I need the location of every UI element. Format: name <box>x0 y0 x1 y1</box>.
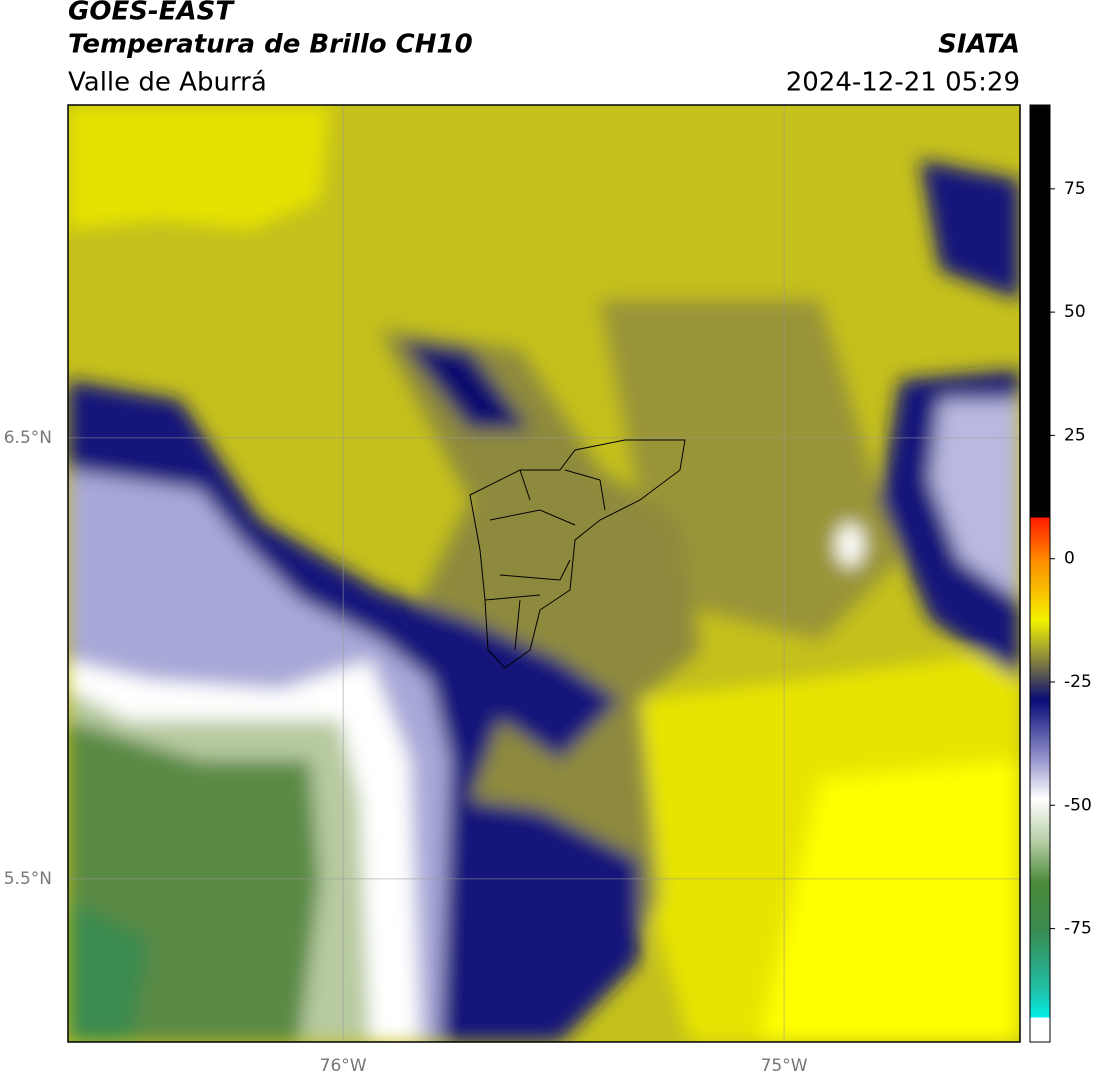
grid <box>68 105 1020 1042</box>
datetime: 2024-12-21 05:29 <box>786 68 1020 98</box>
colorbar <box>1029 104 1051 1043</box>
colorbar-tick-label: 50 <box>1064 302 1086 322</box>
colorbar-tick-label: -25 <box>1064 672 1092 692</box>
colorbar-tick-label: 25 <box>1064 425 1086 445</box>
source: SIATA <box>938 30 1020 60</box>
map-frame <box>67 104 1021 1043</box>
colorbar-tick-label: 0 <box>1064 549 1075 569</box>
colorbar-tick-label: -50 <box>1064 795 1092 815</box>
y-tick-label: 5.5°N <box>4 869 52 889</box>
subtitle: Temperatura de Brillo CH10 <box>68 30 473 60</box>
region: Valle de Aburrá <box>68 68 267 98</box>
satellite-image <box>68 105 1020 1042</box>
colorbar-tick-label: 75 <box>1064 179 1086 199</box>
colorbar-tick-label: -75 <box>1064 919 1092 939</box>
title: GOES-EAST <box>68 0 235 27</box>
y-tick-label: 6.5°N <box>4 428 52 448</box>
x-tick-label: 76°W <box>320 1056 367 1076</box>
x-tick-label: 75°W <box>761 1056 808 1076</box>
